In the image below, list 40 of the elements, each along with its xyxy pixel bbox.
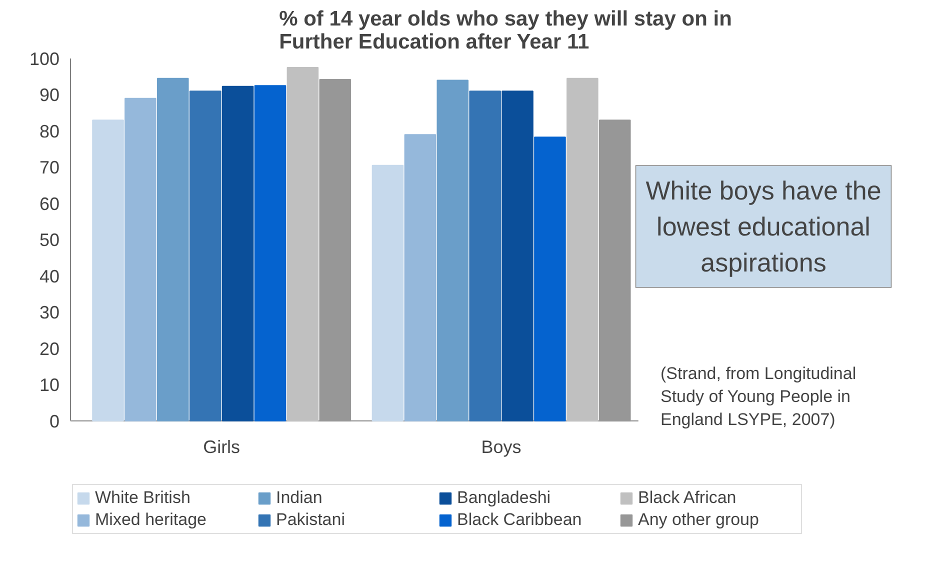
bar <box>534 136 566 422</box>
legend-label: Mixed heritage <box>95 510 208 530</box>
bar <box>436 80 469 422</box>
y-tick-label: 10 <box>39 375 60 396</box>
bar <box>566 78 598 422</box>
y-tick-label: 60 <box>39 194 60 214</box>
y-tick-label: 50 <box>39 230 60 250</box>
bar <box>404 134 436 422</box>
bar <box>124 98 156 422</box>
y-tick-label: 0 <box>49 411 60 432</box>
x-tick-label: Boys <box>481 436 522 457</box>
legend-label: Black African <box>638 488 738 508</box>
y-tick-label: 20 <box>39 338 60 359</box>
legend-label: Any other group <box>638 510 760 530</box>
legend-label: White British <box>95 488 192 508</box>
y-tick-label: 90 <box>39 85 60 106</box>
bar <box>92 120 124 422</box>
legend-label: Pakistani <box>276 510 346 530</box>
chart-title: % of 14 year olds who say they will stay on in Further Education after Year 11 <box>279 8 732 54</box>
bar <box>189 90 222 422</box>
bar <box>598 120 631 422</box>
legend-label: Indian <box>276 488 324 508</box>
text: (Strand, from Longitudinal Study of Young People in England LSYPE, 2007) <box>660 364 856 429</box>
bar <box>372 164 404 422</box>
text: White boys have the lowest educational aspirations <box>646 176 882 278</box>
y-tick-label: 100 <box>29 49 60 69</box>
y-tick-label: 80 <box>39 121 60 142</box>
bar <box>502 90 534 422</box>
bar <box>254 85 286 422</box>
y-tick-label: 30 <box>39 302 60 323</box>
legend-label: Black Caribbean <box>457 510 583 530</box>
bar <box>157 78 189 422</box>
bar <box>286 67 319 422</box>
bar <box>319 79 352 422</box>
y-tick-label: 40 <box>39 266 60 286</box>
x-tick-label: Girls <box>203 436 240 457</box>
legend-label: Bangladeshi <box>457 488 552 508</box>
bar <box>469 90 501 422</box>
bar <box>222 86 254 422</box>
y-tick-label: 70 <box>39 158 60 178</box>
